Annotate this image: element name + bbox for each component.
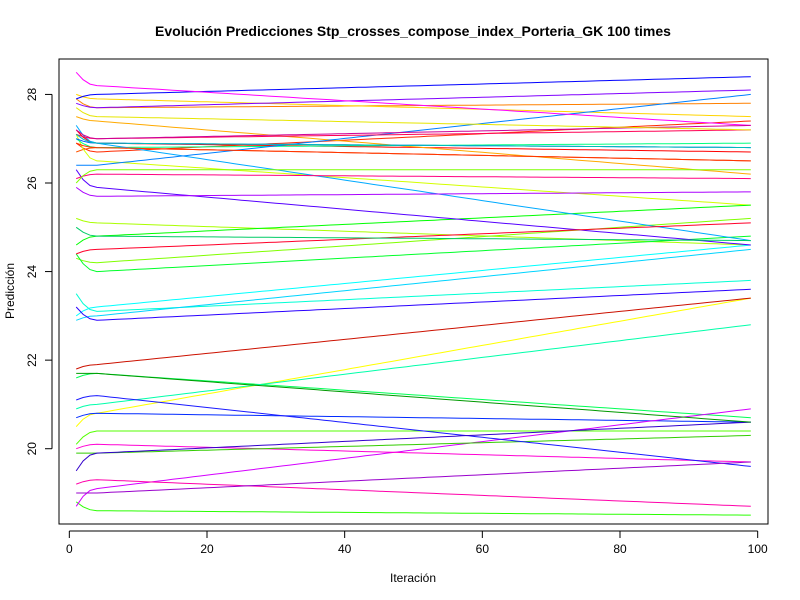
series-line — [75, 71, 751, 126]
x-tick-label: 40 — [338, 542, 352, 556]
series-line — [75, 226, 751, 242]
series-line — [75, 125, 751, 242]
series-line — [75, 98, 751, 109]
series-line — [76, 297, 751, 370]
series-line — [75, 501, 751, 516]
series-line — [76, 76, 751, 100]
series-line — [75, 421, 751, 472]
y-axis: 20 22 24 26 28 — [25, 87, 53, 456]
series-line — [76, 89, 751, 109]
series-line — [76, 93, 751, 166]
y-axis-label: Predicción — [3, 263, 17, 319]
x-tick-label: 80 — [613, 542, 627, 556]
series-line — [75, 279, 751, 312]
y-tick-label: 24 — [25, 265, 39, 279]
series-line — [75, 169, 751, 184]
series-line — [75, 107, 751, 131]
series-layer — [75, 71, 751, 516]
series-line — [75, 129, 751, 153]
series-line — [76, 479, 751, 507]
series-line — [75, 120, 751, 153]
series-line — [75, 288, 751, 321]
series-line — [76, 116, 751, 175]
series-line — [76, 93, 751, 118]
series-line — [75, 133, 751, 149]
y-tick-label: 22 — [25, 353, 39, 367]
series-line — [76, 395, 751, 467]
series-line — [76, 248, 751, 321]
series-line — [76, 443, 751, 463]
series-line — [76, 372, 751, 419]
plot-frame — [58, 58, 769, 525]
series-line — [76, 217, 751, 246]
series-line — [76, 222, 751, 255]
series-line — [75, 244, 751, 317]
series-line — [75, 134, 751, 206]
series-line — [75, 186, 751, 197]
chart-title: Evolución Predicciones Stp_crosses_compo… — [155, 23, 671, 39]
series-line — [75, 204, 751, 246]
series-line — [76, 461, 751, 494]
series-line — [76, 434, 751, 454]
y-tick-label: 28 — [25, 87, 39, 101]
series-line — [75, 235, 751, 273]
y-tick-label: 26 — [25, 176, 39, 190]
series-line — [76, 217, 751, 264]
series-line — [76, 173, 751, 180]
x-axis: 0 20 40 60 80 100 — [66, 530, 768, 556]
series-line — [76, 142, 751, 162]
x-tick-label: 0 — [66, 542, 73, 556]
series-line — [76, 129, 751, 140]
x-axis-label: Iteración — [390, 571, 436, 585]
x-tick-label: 20 — [200, 542, 214, 556]
x-tick-label: 100 — [748, 542, 768, 556]
x-tick-label: 60 — [476, 542, 490, 556]
series-line — [76, 412, 751, 423]
series-line — [76, 372, 751, 423]
series-line — [75, 297, 751, 427]
series-line — [76, 324, 751, 410]
series-line — [75, 430, 751, 445]
y-tick-label: 20 — [25, 442, 39, 456]
series-line — [75, 408, 751, 507]
